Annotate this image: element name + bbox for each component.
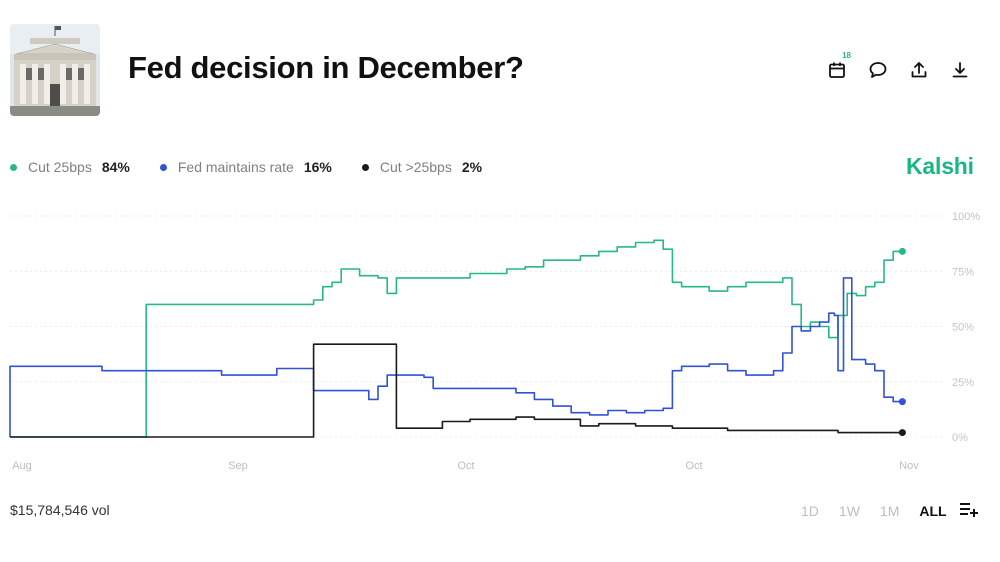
series-end-point-cut-25bps [898,429,906,437]
legend-dot-cut-25bps [10,163,17,171]
share-button[interactable] [906,57,932,83]
chart-series [9,239,906,438]
legend-item-cut-over-25bps[interactable]: Cut >25bps 2% [361,159,483,175]
calendar-badge: 18 [842,51,851,60]
range-1d-button[interactable]: 1D [801,503,819,519]
legend-item-fed-maintains[interactable]: Fed maintains rate 16% [159,159,332,175]
toolbar: 18 [824,51,973,83]
x-tick-label: Aug [12,460,32,472]
legend-label-fed-maintains: Fed maintains rate [177,159,294,175]
legend-dot-cut-over-25bps [361,163,369,171]
series-line-cut-25bps [10,343,903,438]
x-tick-label: Nov [899,460,919,472]
series-line-fed-maintains-rate [9,277,903,437]
y-axis-ticks: 100% 75% 50% 25% 0% [952,211,980,444]
series-end-point-cut-25bps [898,247,906,255]
legend-value-cut-25bps: 84% [101,159,130,175]
market-image [10,24,100,116]
x-tick-label: Sep [228,460,248,472]
volume-label: $15,784,546 vol [10,502,110,518]
y-tick-label: 25% [952,377,974,389]
y-tick-label: 75% [952,266,974,278]
x-tick-label: Oct [685,460,702,472]
legend-dot-fed-maintains [159,163,167,171]
kalshi-logo: Kalshi [906,153,974,179]
y-tick-label: 100% [952,211,980,223]
chart-settings-icon [960,503,978,517]
time-range-selector: 1D 1W 1M ALL [801,503,947,519]
chart-legend: Cut 25bps 84% Fed maintains rate 16% Cut… [10,159,482,175]
chart-settings-button[interactable] [958,500,980,525]
download-button[interactable] [947,57,973,83]
range-all-button[interactable]: ALL [919,503,947,519]
y-tick-label: 50% [952,322,974,334]
x-axis-ticks: Aug Sep Oct Oct Nov [12,460,919,472]
x-tick-label: Oct [457,460,474,472]
range-1w-button[interactable]: 1W [838,503,860,519]
legend-item-cut-25bps[interactable]: Cut 25bps 84% [10,159,130,175]
series-end-point-fed-maintains-rate [898,398,906,406]
y-tick-label: 0% [952,432,968,444]
download-icon [952,62,968,78]
range-1m-button[interactable]: 1M [879,503,900,519]
share-icon [911,62,927,78]
legend-label-cut-over-25bps: Cut >25bps [379,159,452,175]
fed-building-image [10,24,100,116]
market-title: Fed decision in December? [128,50,524,85]
calendar-button[interactable]: 18 [824,51,851,83]
calendar-icon [829,62,845,78]
legend-value-fed-maintains: 16% [303,159,332,175]
series-line-cut-25bps [10,239,903,438]
comment-button[interactable] [865,57,891,83]
legend-label-cut-25bps: Cut 25bps [28,159,92,175]
comment-icon [869,62,887,78]
legend-value-cut-over-25bps: 2% [461,159,483,175]
